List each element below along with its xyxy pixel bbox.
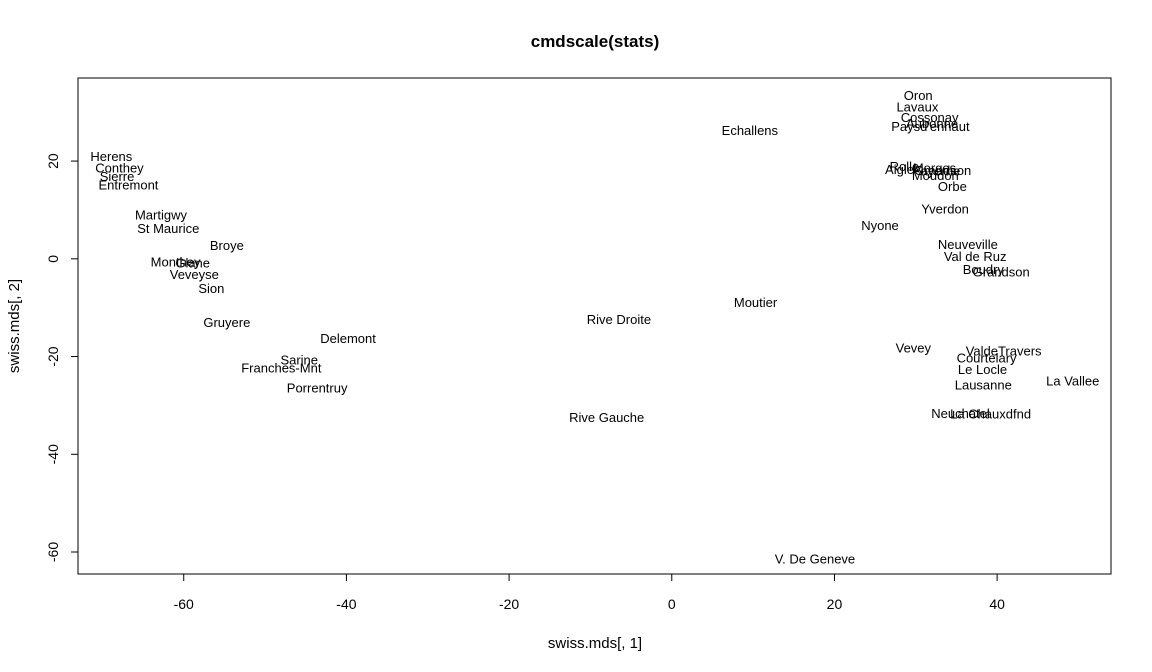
point-label: Rolle [890,159,920,174]
point-label: Monthey [151,255,201,270]
x-tick-label: 20 [827,596,843,612]
point-label: Sion [198,281,224,296]
y-axis-title: swiss.mds[, 2] [6,279,23,373]
point-label: Herens [90,149,132,164]
x-axis-title: swiss.mds[, 1] [548,635,642,652]
y-tick-label: 0 [45,255,61,263]
point-label: Grandson [914,163,971,178]
point-label: Gruyere [203,315,250,330]
x-tick-label: -40 [336,596,356,612]
point-label: Val de Ruz [944,249,1007,264]
point-label: Vevey [896,341,932,356]
y-tick-label: -40 [45,444,61,464]
point-label: Entremont [98,178,158,193]
point-label: Moutier [734,295,778,310]
point-label: Echallens [722,123,779,138]
point-label: Aubonne [906,116,958,131]
y-tick-label: -60 [45,542,61,562]
x-tick-label: 0 [668,596,676,612]
point-label: Courtelary [957,351,1017,366]
point-label: Nyone [861,218,899,233]
point-label: Martigwy [135,207,188,222]
point-label: Franches-Mnt [241,360,322,375]
x-tick-label: -20 [499,596,519,612]
point-label: Veveyse [170,267,219,282]
point-label: Porrentruy [287,380,348,395]
point-label: Sarine [280,352,318,367]
point-label: Grandson [973,265,1030,280]
y-tick-label: 20 [45,153,61,169]
point-label: St Maurice [137,221,199,236]
point-label: Cossonay [901,110,959,125]
x-tick-label: 40 [989,596,1005,612]
point-label: Delemont [320,331,376,346]
y-axis: -60 -40 -20 0 20 [45,153,79,562]
point-label: Aigle [885,162,914,177]
point-label: Oron [904,88,933,103]
point-label: Broye [210,238,244,253]
chart-title: cmdscale(stats) [531,32,660,51]
point-label: La Vallee [1046,373,1099,388]
point-label: Boudry [963,262,1005,277]
point-label: La Chauxdfnd [950,407,1031,422]
point-label: Rive Droite [587,312,651,327]
point-label: Sierre [100,169,135,184]
point-label: Neuveville [938,237,998,252]
point-label: Yverdon [921,201,969,216]
y-tick-label: -20 [45,346,61,366]
x-tick-label: -60 [174,596,194,612]
point-label: Glane [175,256,210,271]
point-label: Moudon [912,168,959,183]
point-label: Lavaux [896,99,938,114]
point-label: Le Locle [958,362,1007,377]
x-axis: -60 -40 -20 0 20 40 [174,573,1005,612]
point-label: Conthey [95,160,144,175]
point-label: Paysd'enhaut [891,119,970,134]
point-label: Neuchatel [931,406,990,421]
point-label: V. De Geneve [775,551,855,566]
point-label: ValdeTravers [966,344,1042,359]
point-label: Orbe [938,179,967,194]
point-label: Lausanne [955,377,1012,392]
point-label: Rive Gauche [569,410,644,425]
point-label: Morges [913,160,957,175]
point-label: Payerne [912,163,960,178]
